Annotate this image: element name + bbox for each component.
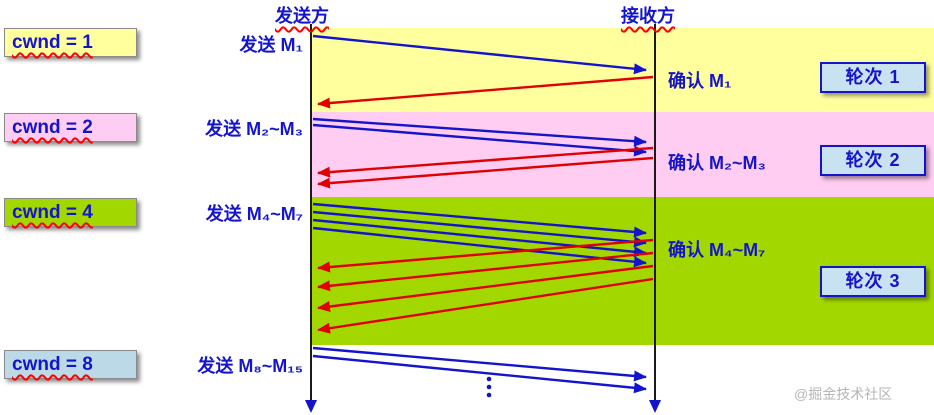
ack-label-3: 确认 M₄~M₇ (668, 240, 766, 260)
blue-arrow (312, 354, 647, 394)
blue-arrow (312, 202, 647, 238)
red-arrow (317, 146, 654, 178)
round-badge-3: 轮次 3 (820, 266, 926, 297)
cwnd-label-1: cwnd = 1 (12, 32, 93, 53)
cwnd-label-2: cwnd = 2 (12, 117, 93, 138)
send-label-4: 发送 M₈~M₁₅ (197, 356, 303, 376)
ack-arrows (317, 75, 654, 334)
send-label-2: 发送 M₂~M₃ (205, 119, 303, 139)
round-badge-2: 轮次 2 (820, 145, 926, 176)
blue-arrow (312, 117, 647, 147)
blue-arrow (312, 226, 647, 268)
red-arrow (317, 277, 654, 334)
blue-arrow (312, 210, 647, 248)
cwnd-label-4: cwnd = 8 (12, 354, 93, 375)
blue-arrow (312, 34, 647, 75)
receiver-timeline-arrowhead-icon (649, 400, 661, 413)
send-label-1: 发送 M₁ (239, 35, 303, 55)
cwnd-box-4: cwnd = 8 (4, 350, 137, 379)
red-arrow (317, 238, 654, 273)
ellipsis-dots-icon (486, 376, 492, 398)
blue-arrow (312, 346, 647, 382)
cwnd-box-1: cwnd = 1 (4, 28, 137, 57)
red-arrow (317, 156, 654, 189)
sender-header: 发送方 (275, 6, 329, 26)
watermark: @掘金技术社区 (794, 386, 893, 402)
round-badge-1: 轮次 1 (820, 62, 926, 93)
ack-label-2: 确认 M₂~M₃ (668, 153, 766, 173)
blue-arrow (312, 123, 647, 157)
data-segment-arrows (312, 34, 647, 394)
send-label-3: 发送 M₄~M₇ (205, 204, 303, 224)
red-arrow (317, 251, 654, 292)
sender-timeline-arrowhead-icon (305, 400, 317, 413)
red-arrow (317, 264, 654, 312)
cwnd-box-3: cwnd = 4 (4, 198, 137, 227)
blue-arrow (312, 218, 647, 258)
receiver-header: 接收方 (621, 6, 675, 26)
red-arrow (317, 75, 654, 109)
ack-label-1: 确认 M₁ (668, 71, 732, 91)
cwnd-label-3: cwnd = 4 (12, 202, 93, 223)
cwnd-box-2: cwnd = 2 (4, 113, 137, 142)
